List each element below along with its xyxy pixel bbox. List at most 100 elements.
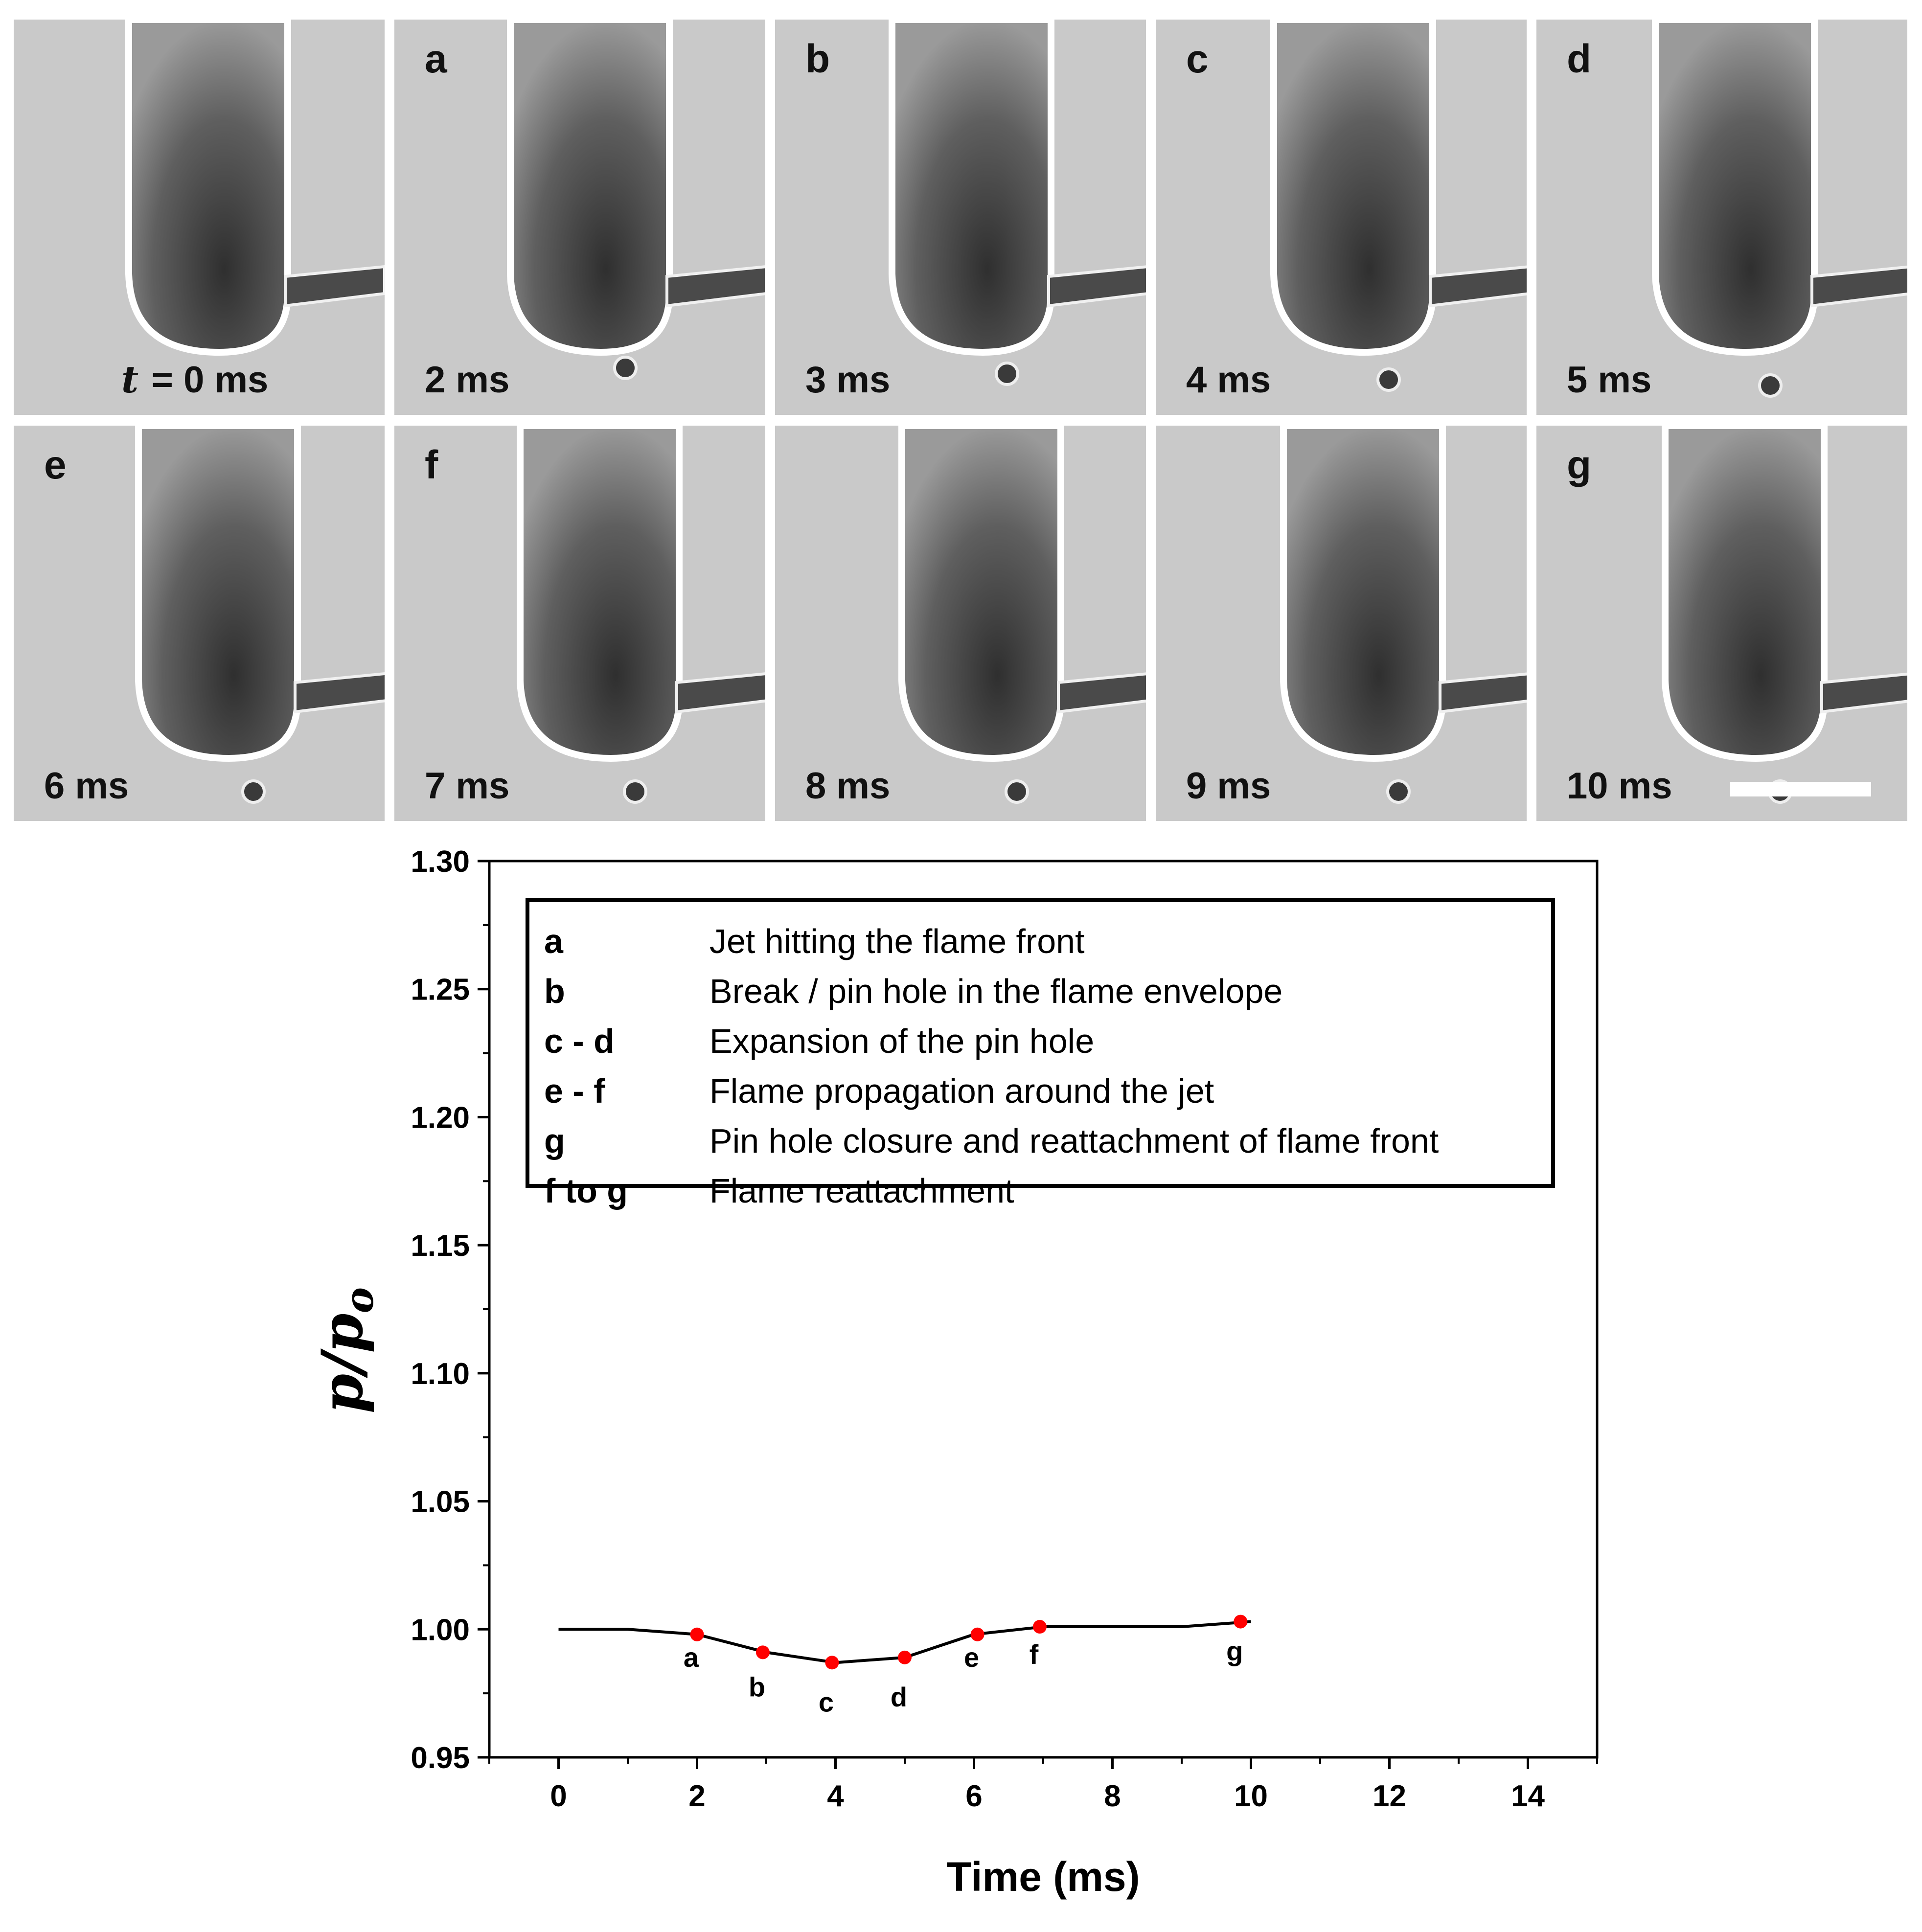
frame-time: t = 0 ms	[121, 358, 268, 401]
marker-label: g	[1226, 1636, 1243, 1667]
frame-time: 2 ms	[425, 359, 509, 401]
frame-time-value: = 0 ms	[151, 359, 269, 401]
y-tick-label: 1.25	[411, 973, 470, 1007]
droplet-shape	[1280, 426, 1446, 762]
droplet-image	[135, 426, 385, 804]
jet-stream	[1810, 265, 1907, 308]
frame-time: 3 ms	[805, 359, 890, 401]
droplet-image	[507, 20, 765, 380]
legend-text: Flame reattachment	[709, 1172, 1014, 1210]
frame-time: 8 ms	[805, 765, 890, 807]
jet-stream	[1057, 672, 1146, 714]
x-tick-label: 6	[965, 1779, 982, 1813]
marker-label: a	[684, 1642, 699, 1673]
jet-stream	[1429, 265, 1527, 308]
legend: a Jet hitting the flame front b Break / pin…	[526, 898, 1555, 1210]
marker-label: b	[749, 1671, 765, 1702]
frame-letter: g	[1567, 443, 1592, 487]
y-tick-label: 1.30	[411, 845, 470, 879]
frame-panel: d 5 ms	[1536, 20, 1907, 415]
droplet-shape	[1662, 426, 1828, 762]
x-tick-label: 10	[1234, 1779, 1268, 1813]
pin-hole-bubble	[241, 779, 266, 804]
series-layer: a b c d e f g	[558, 1614, 1251, 1717]
frame-letter: b	[805, 37, 830, 81]
x-tick-label: 8	[1104, 1779, 1121, 1813]
legend-text: Break / pin hole in the flame envelope	[709, 972, 1282, 1010]
frame-time-value: 9 ms	[1186, 765, 1271, 807]
marker-point	[690, 1627, 704, 1641]
legend-key: a	[544, 922, 564, 960]
pin-hole-bubble	[995, 362, 1019, 386]
jet-stream	[1439, 672, 1527, 714]
legend-key: f to g	[544, 1172, 628, 1210]
x-tick-label: 12	[1373, 1779, 1406, 1813]
frame-time-value: 10 ms	[1567, 765, 1672, 807]
frame-panel: t = 0 ms	[14, 20, 385, 415]
marker-point	[825, 1656, 839, 1670]
frame-panel: a 2 ms	[394, 20, 765, 415]
frame-time-value: 4 ms	[1186, 359, 1271, 401]
droplet-shape	[889, 20, 1054, 356]
droplet-shape	[507, 20, 673, 356]
pin-hole-bubble	[1386, 779, 1411, 804]
frame-panel: f 7 ms	[394, 426, 765, 821]
frame-panel: g 10 ms	[1536, 426, 1907, 821]
droplet-image	[889, 20, 1146, 386]
legend-text: Pin hole closure and reattachment of fla…	[709, 1122, 1439, 1160]
droplet-shape	[898, 426, 1064, 762]
y-tick-label: 0.95	[411, 1741, 470, 1775]
y-axis-title: p/po	[309, 1287, 382, 1413]
frame-time-value: 3 ms	[805, 359, 891, 401]
frame-time-value: 6 ms	[44, 765, 129, 807]
frame-letter: e	[44, 443, 67, 487]
frame-time: 9 ms	[1186, 765, 1271, 807]
frame-time: 5 ms	[1567, 359, 1651, 401]
jet-stream	[1047, 265, 1146, 308]
frame-time-value: 8 ms	[805, 765, 891, 807]
x-axis-title: Time (ms)	[946, 1854, 1140, 1900]
frame-time: 6 ms	[44, 765, 129, 807]
y-tick-label: 1.05	[411, 1485, 470, 1519]
y-tick-label: 1.00	[411, 1613, 470, 1647]
legend-box	[526, 898, 1555, 1188]
frame-grid: t = 0 ms a 2 ms b 3 ms c 4 ms d 5 ms e 6 ms f 7 ms 8 …	[0, 0, 1922, 832]
pin-hole-bubble	[1005, 779, 1029, 804]
x-axis: 0 2 4 6 8 10 12 14	[488, 1757, 1598, 1813]
pin-hole-bubble	[623, 779, 647, 804]
frame-panel: e 6 ms	[14, 426, 385, 821]
marker-label: d	[891, 1682, 907, 1712]
frame-time-value: 5 ms	[1567, 359, 1652, 401]
x-tick-label: 4	[827, 1779, 844, 1813]
frame-time-value: 2 ms	[425, 359, 510, 401]
y-tick-label: 1.10	[411, 1357, 470, 1391]
marker-point	[1234, 1614, 1248, 1629]
jet-stream	[665, 265, 765, 308]
scale-bar	[1730, 782, 1871, 796]
chart-svg: 0.95 1.00 1.05 1.10 1.15 1.20 1.25 1.30 0 2 4 6 8 10…	[309, 845, 1599, 1900]
legend-key: e - f	[544, 1072, 605, 1110]
marker-label: c	[819, 1686, 834, 1717]
x-tick-label: 0	[550, 1779, 567, 1813]
x-tick-label: 14	[1511, 1779, 1545, 1813]
y-axis-title-main: p/p	[309, 1313, 376, 1413]
legend-text: Expansion of the pin hole	[709, 1022, 1094, 1060]
legend-key: g	[544, 1122, 565, 1160]
frame-time: 4 ms	[1186, 359, 1271, 401]
droplet-image	[898, 426, 1146, 804]
frame-time: 7 ms	[425, 765, 509, 807]
droplet-image	[1280, 426, 1527, 804]
droplet-image	[1662, 426, 1907, 804]
legend-key: b	[544, 972, 565, 1010]
frame-time: 10 ms	[1567, 765, 1672, 807]
pin-hole-bubble	[613, 356, 638, 380]
marker-label: e	[964, 1642, 979, 1673]
marker-label: f	[1030, 1639, 1039, 1670]
frame-time-value: 7 ms	[425, 765, 510, 807]
droplet-shape	[125, 20, 291, 356]
x-tick-label: 2	[688, 1779, 705, 1813]
jet-stream	[675, 672, 765, 714]
jet-stream	[294, 672, 385, 714]
time-variable: t	[121, 358, 152, 401]
droplet-image	[125, 20, 385, 356]
